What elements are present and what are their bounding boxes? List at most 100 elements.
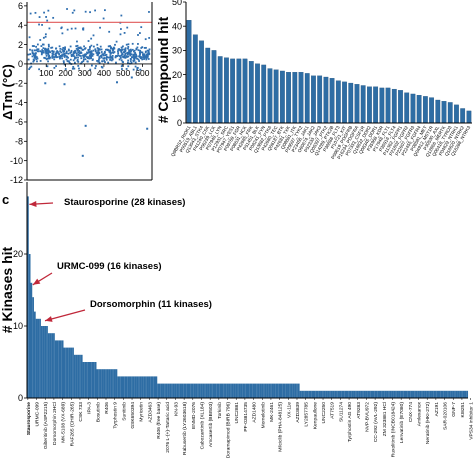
kinases-hit-bar <box>228 383 231 398</box>
scatter-point <box>146 53 149 56</box>
scatter-point <box>132 50 135 53</box>
kinases-hit-bar <box>393 390 396 398</box>
scatter-point <box>109 58 111 61</box>
kinases-hit-bar <box>117 376 120 398</box>
compound-hit-bar <box>422 96 428 124</box>
kinases-hit-bar <box>174 383 177 398</box>
kinases-hit-bar <box>377 390 380 398</box>
scatter-point <box>67 48 70 51</box>
scatter-point <box>125 55 128 58</box>
scatter-x-tick-label: 300 <box>78 68 92 78</box>
kinases-hit-x-tick-label: Staurosporine <box>26 402 32 435</box>
scatter-point <box>98 56 101 58</box>
scatter-point <box>134 61 137 64</box>
scatter-point <box>64 46 66 49</box>
kinases-hit-bar <box>28 254 31 398</box>
scatter-point <box>63 47 66 50</box>
scatter-point <box>27 58 30 61</box>
kinases-hit-bar <box>212 383 215 398</box>
scatter-point <box>68 61 71 64</box>
scatter-point <box>73 9 76 12</box>
kinases-hit-bar <box>417 390 420 398</box>
scatter-point <box>108 50 111 53</box>
scatter-point <box>107 45 110 48</box>
kinases-hit-axes: 0 10 20 <box>13 182 468 403</box>
scatter-point <box>75 47 78 50</box>
scatter-point <box>145 46 147 49</box>
kinases-hit-bar <box>412 390 415 398</box>
scatter-point <box>65 58 68 61</box>
kinases-hit-bar <box>270 383 272 398</box>
kinases-hit-bar <box>132 376 135 398</box>
kinases-hit-bar <box>315 390 317 398</box>
scatter-point <box>95 51 98 54</box>
kinases-hit-bar <box>360 390 363 398</box>
scatter-point <box>128 52 131 55</box>
scatter-y-tick-label: -8 <box>15 137 23 147</box>
scatter-point <box>78 46 81 49</box>
kinases-hit-bar <box>285 383 288 398</box>
kinases-hit-bar <box>407 390 410 398</box>
kinases-hit-bar <box>214 383 217 398</box>
scatter-point <box>77 60 80 63</box>
scatter-point <box>109 55 112 57</box>
scatter-point <box>67 52 70 55</box>
annotation-label: Dorsomorphin (11 kinases) <box>90 299 212 310</box>
scatter-point <box>53 58 56 61</box>
scatter-point <box>134 52 137 55</box>
scatter-point <box>78 54 81 57</box>
scatter-point <box>103 50 106 53</box>
compound-hit-bar <box>255 63 260 124</box>
scatter-point <box>119 56 122 59</box>
scatter-point <box>76 59 79 62</box>
scatter-point <box>110 51 112 54</box>
scatter-point <box>120 51 123 54</box>
scatter-point <box>75 52 78 55</box>
kinases-hit-bar <box>280 383 283 398</box>
kinases-hit-bar <box>200 383 203 398</box>
scatter-point <box>148 53 150 55</box>
kinases-hit-x-tick-label: IPA-3 <box>87 402 93 414</box>
kinases-hit-bar <box>181 383 184 398</box>
kinases-hit-bar <box>455 390 458 398</box>
scatter-point <box>71 11 74 14</box>
scatter-point <box>127 47 129 50</box>
scatter-point <box>98 52 101 55</box>
kinases-hit-bar <box>143 376 146 398</box>
scatter-point <box>67 60 70 63</box>
scatter-point <box>45 49 48 52</box>
annotation-arrow-head <box>45 316 53 322</box>
scatter-point <box>70 27 73 30</box>
kinases-hit-bar <box>337 390 340 398</box>
scatter-point <box>29 48 31 51</box>
scatter-point <box>128 50 130 53</box>
scatter-outliers <box>44 76 149 157</box>
scatter-point <box>130 61 133 64</box>
kinases-hit-bar <box>304 390 307 398</box>
scatter-point <box>46 65 49 68</box>
scatter-point <box>33 45 35 47</box>
kinases-hit-bar <box>273 383 276 398</box>
annotation-arrow-head <box>29 200 37 207</box>
kinases-hit-bar <box>139 376 142 398</box>
scatter-point <box>37 48 40 51</box>
scatter-point <box>112 52 115 54</box>
kinases-hit-bar <box>61 340 64 398</box>
scatter-point <box>72 59 75 62</box>
scatter-point <box>53 56 56 59</box>
kinases-hit-bar <box>184 383 187 398</box>
scatter-point <box>101 60 104 63</box>
scatter-point <box>124 49 127 51</box>
scatter-point <box>77 46 80 49</box>
compound-hit-bar <box>460 108 466 124</box>
kinases-hit-x-tick-label: KI8251 <box>460 402 466 418</box>
scatter-point <box>88 51 90 53</box>
scatter-outlier-point <box>81 154 84 157</box>
scatter-point <box>111 58 114 61</box>
kinases-hit-bar <box>216 383 219 398</box>
kinases-hit-x-tick-label: CNX-774 <box>408 402 414 422</box>
scatter-point <box>94 9 96 12</box>
scatter-point <box>44 48 46 51</box>
scatter-point <box>121 60 124 63</box>
scatter-point <box>90 37 93 40</box>
